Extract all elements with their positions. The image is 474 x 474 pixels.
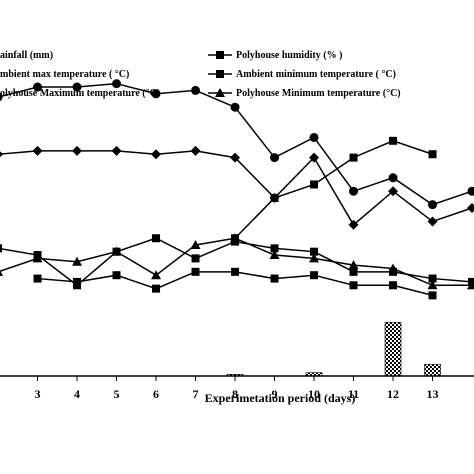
series-5-point-10 bbox=[389, 281, 398, 290]
series-lines bbox=[0, 82, 473, 297]
series-5-point-9 bbox=[349, 281, 358, 290]
series-3-point-3 bbox=[111, 145, 122, 156]
rainfall-bar-3 bbox=[424, 363, 441, 377]
legend-marker-5 bbox=[215, 88, 225, 97]
series-3-point-7 bbox=[269, 192, 280, 203]
series-5-point-6 bbox=[231, 267, 240, 276]
x-tick-label-9: 12 bbox=[387, 387, 399, 401]
series-4-point-2 bbox=[72, 256, 83, 266]
series-4-point-6 bbox=[230, 233, 241, 243]
x-axis-title: Experimetation period (days) bbox=[205, 391, 356, 405]
series-1-point-6 bbox=[230, 102, 240, 112]
x-tick-label-1: 4 bbox=[74, 387, 80, 401]
series-2-point-12 bbox=[468, 277, 474, 286]
x-tick-label-3: 6 bbox=[153, 387, 159, 401]
series-5-point-4 bbox=[152, 284, 161, 293]
series-2-point-11 bbox=[428, 274, 437, 283]
series-0-line-0 bbox=[234, 139, 433, 239]
series-1-point-1 bbox=[33, 82, 43, 92]
series-3-point-4 bbox=[151, 149, 162, 160]
series-1-point-4 bbox=[151, 89, 161, 99]
series-5-point-1 bbox=[33, 274, 42, 283]
x-tick-label-5: 8 bbox=[232, 387, 238, 401]
series-4-point-0 bbox=[0, 270, 4, 276]
x-tick-label-8: 11 bbox=[348, 387, 359, 401]
legend-label-1: Polyhouse humidity (% ) bbox=[236, 50, 342, 61]
series-5-point-11 bbox=[428, 291, 437, 300]
series-2-point-4 bbox=[152, 234, 161, 243]
series-5-point-3 bbox=[112, 271, 121, 280]
series-4-point-7 bbox=[269, 250, 280, 260]
series-4-point-4 bbox=[151, 270, 162, 280]
series-4-point-10 bbox=[388, 263, 399, 273]
series-1-point-5 bbox=[191, 85, 201, 95]
series-4-point-12 bbox=[467, 280, 474, 290]
x-tick-label-4: 7 bbox=[193, 387, 199, 401]
x-tick-label-6: 9 bbox=[272, 387, 278, 401]
series-1-point-0 bbox=[0, 93, 3, 102]
series-3-point-9 bbox=[348, 219, 359, 230]
series-5-point-2 bbox=[73, 277, 82, 286]
legend-label-4: olyhouse Maximum temperature (°C) bbox=[0, 88, 160, 99]
series-4-point-11 bbox=[427, 280, 438, 290]
series-5-point-7 bbox=[270, 274, 279, 283]
series-3-point-1 bbox=[32, 145, 43, 156]
series-2-point-5 bbox=[191, 254, 200, 263]
series-2-point-7 bbox=[270, 244, 279, 253]
x-tick-label-7: 10 bbox=[308, 387, 320, 401]
series-5-point-8 bbox=[310, 271, 319, 280]
series-1-point-11 bbox=[428, 200, 438, 210]
series-markers bbox=[0, 79, 474, 300]
series-4-point-3 bbox=[111, 246, 122, 256]
series-3-point-2 bbox=[72, 145, 83, 156]
legend-marker-3 bbox=[216, 70, 224, 78]
series-1-point-8 bbox=[309, 132, 319, 142]
legend-marker-1 bbox=[216, 51, 224, 59]
series-1-point-12 bbox=[467, 186, 474, 196]
series-3-point-5 bbox=[190, 145, 201, 156]
series-4-point-8 bbox=[309, 253, 320, 263]
series-1-point-10 bbox=[388, 173, 398, 183]
series-4-point-5 bbox=[190, 239, 201, 249]
series-3-point-11 bbox=[427, 216, 438, 227]
series-3-point-8 bbox=[309, 152, 320, 163]
series-3-line-0 bbox=[0, 150, 473, 226]
series-3-point-12 bbox=[467, 203, 474, 213]
series-4-point-9 bbox=[348, 260, 359, 270]
x-tick-label-10: 13 bbox=[427, 387, 439, 401]
legend-label-2: mbient max temperature ( °C) bbox=[0, 69, 129, 80]
series-4-point-1 bbox=[32, 253, 43, 263]
series-1-point-9 bbox=[349, 186, 359, 196]
series-3-point-10 bbox=[388, 186, 399, 197]
x-tick-label-2: 5 bbox=[114, 387, 120, 401]
series-0-point-11 bbox=[428, 150, 437, 159]
x-ticks: 3 4 5 6 7 8 9 10 11 12 13 bbox=[35, 376, 439, 401]
series-2-point-9 bbox=[349, 267, 358, 276]
series-5-point-5 bbox=[191, 267, 200, 276]
series-1-point-3 bbox=[112, 79, 122, 89]
series-3-point-0 bbox=[0, 151, 4, 158]
legend: ainfall (mm) Polyhouse humidity (% ) mbien… bbox=[0, 50, 401, 99]
rainfall-bars bbox=[226, 321, 441, 377]
series-0-point-9 bbox=[349, 153, 358, 162]
series-0-point-8 bbox=[310, 180, 319, 189]
series-1-point-7 bbox=[270, 153, 280, 163]
series-3-point-6 bbox=[230, 152, 241, 163]
legend-label-3: Ambient minimum temperature ( °C) bbox=[236, 69, 396, 80]
x-tick-label-0: 3 bbox=[35, 387, 41, 401]
legend-label-5: Polyhouse Minimum temperature (°C) bbox=[236, 88, 401, 99]
series-1-point-2 bbox=[72, 82, 82, 92]
legend-label-0: ainfall (mm) bbox=[0, 50, 53, 61]
series-0-point-10 bbox=[389, 136, 398, 145]
rainfall-bar-2 bbox=[384, 321, 402, 377]
series-2-point-8 bbox=[310, 247, 319, 256]
series-2-point-0 bbox=[0, 244, 3, 253]
